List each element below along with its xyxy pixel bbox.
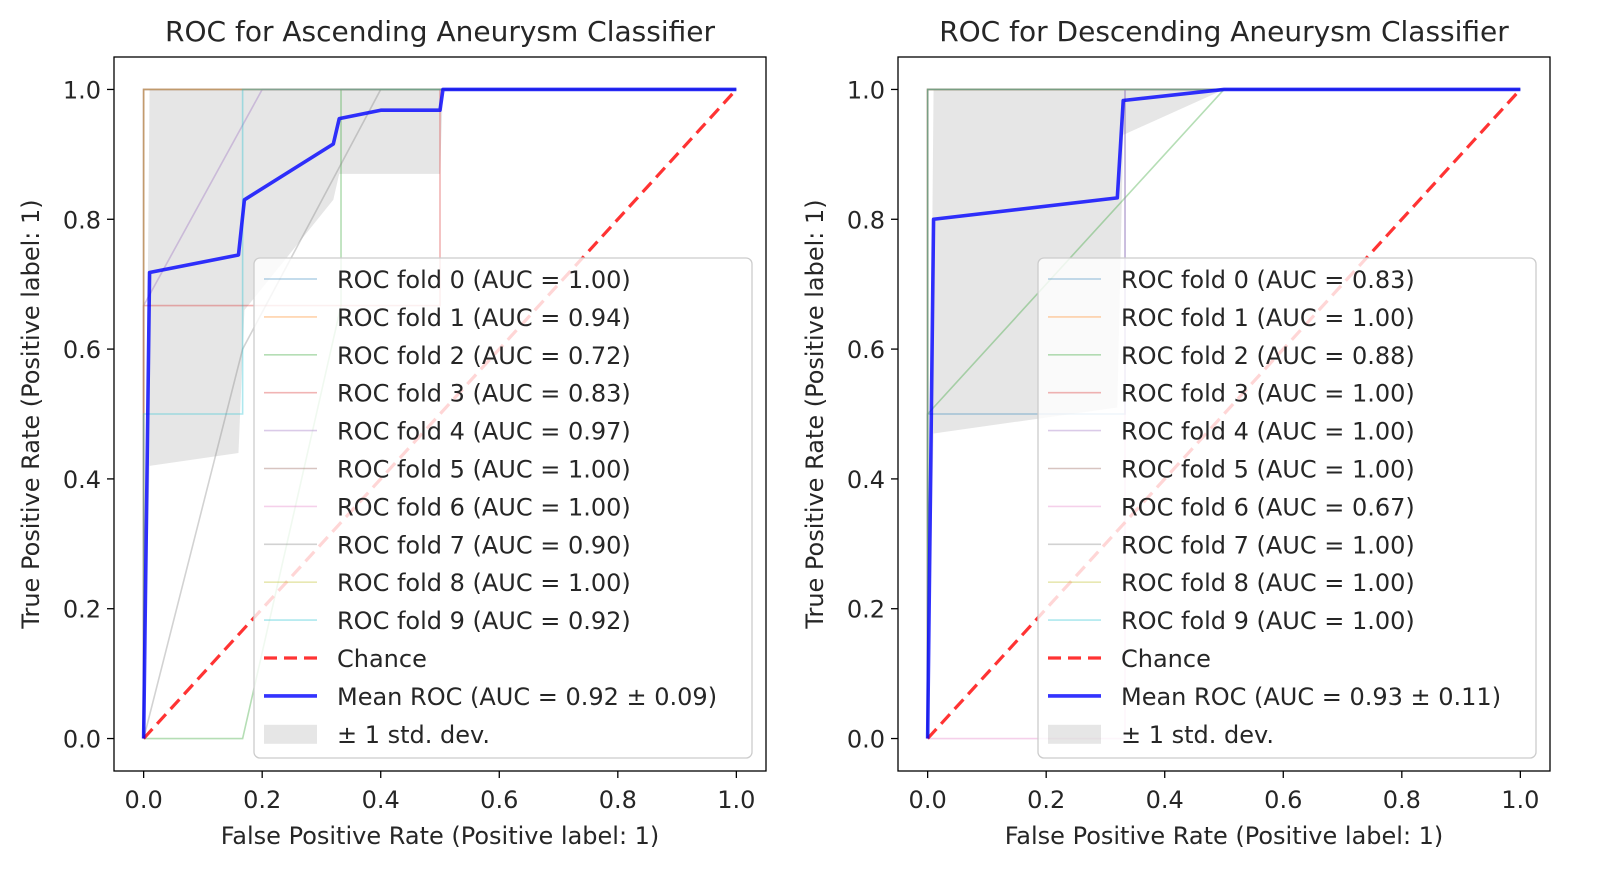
legend-label-fold-8: ROC fold 8 (AUC = 1.00)	[337, 569, 631, 597]
legend-label-fold-0: ROC fold 0 (AUC = 0.83)	[1121, 266, 1415, 294]
mean-roc-line	[141, 87, 737, 739]
x-tick-label: 0.8	[1383, 786, 1421, 814]
y-tick-label: 0.6	[847, 336, 885, 364]
y-tick-label: 0.8	[847, 206, 885, 234]
legend-label-chance: Chance	[337, 645, 427, 673]
x-tick-label: 0.4	[1146, 786, 1184, 814]
legend-label-fold-2: ROC fold 2 (AUC = 0.88)	[1121, 342, 1415, 370]
y-tick-label: 0.4	[847, 466, 885, 494]
legend-label-fold-7: ROC fold 7 (AUC = 1.00)	[1121, 531, 1415, 559]
legend-label-fold-3: ROC fold 3 (AUC = 1.00)	[1121, 380, 1415, 408]
legend-label-fold-3: ROC fold 3 (AUC = 0.83)	[337, 380, 631, 408]
legend: ROC fold 0 (AUC = 0.83) ROC fold 1 (AUC =…	[1037, 257, 1537, 759]
x-tick-label: 0.0	[909, 786, 947, 814]
y-tick-label: 1.0	[63, 76, 101, 104]
legend-label-fold-5: ROC fold 5 (AUC = 1.00)	[337, 456, 631, 484]
legend-label-mean: Mean ROC (AUC = 0.92 ± 0.09)	[337, 683, 717, 711]
legend-label-fold-0: ROC fold 0 (AUC = 1.00)	[337, 266, 631, 294]
plot-area	[141, 87, 738, 740]
legend-label-band: ± 1 std. dev.	[1121, 721, 1274, 749]
y-tick-label: 0.6	[63, 336, 101, 364]
x-tick-label: 1.0	[717, 786, 755, 814]
legend: ROC fold 0 (AUC = 1.00) ROC fold 1 (AUC =…	[253, 257, 753, 759]
legend-box	[1037, 257, 1537, 759]
legend-label-mean: Mean ROC (AUC = 0.93 ± 0.11)	[1121, 683, 1501, 711]
x-axis-label: False Positive Rate (Positive label: 1)	[221, 822, 660, 850]
x-tick-label: 0.4	[362, 786, 400, 814]
y-axis-label: True Positive Rate (Positive label: 1)	[801, 199, 829, 629]
legend-label-fold-6: ROC fold 6 (AUC = 1.00)	[337, 493, 631, 521]
axes-frame	[897, 56, 1551, 772]
legend-label-fold-2: ROC fold 2 (AUC = 0.72)	[337, 342, 631, 370]
chart-title: ROC for Ascending Aneurysm Classifier	[165, 15, 715, 48]
std-band	[143, 89, 737, 739]
x-tick-label: 0.2	[243, 786, 281, 814]
x-axis-label: False Positive Rate (Positive label: 1)	[1005, 822, 1444, 850]
chart-descending: 0.0 0.2 0.4 0.6 0.8 1.0 0.0 0.2 0.4 0.6 0.8 1.0 ROC …	[801, 15, 1551, 850]
legend-label-fold-5: ROC fold 5 (AUC = 1.00)	[1121, 456, 1415, 484]
y-tick-label: 0.0	[847, 726, 885, 754]
legend-label-fold-6: ROC fold 6 (AUC = 0.67)	[1121, 493, 1415, 521]
x-tick-label: 1.0	[1501, 786, 1539, 814]
legend-label-band: ± 1 std. dev.	[337, 721, 490, 749]
legend-label-fold-1: ROC fold 1 (AUC = 1.00)	[1121, 304, 1415, 332]
axes-frame	[113, 56, 767, 772]
x-tick-label: 0.6	[1264, 786, 1302, 814]
legend-handle-band	[264, 724, 317, 744]
chart-title: ROC for Descending Aneurysm Classifier	[939, 15, 1509, 48]
x-tick-label: 0.6	[480, 786, 518, 814]
legend-handle-band	[1048, 724, 1101, 744]
std-band	[927, 89, 1521, 739]
y-tick-label: 0.2	[63, 596, 101, 624]
y-tick-label: 0.0	[63, 726, 101, 754]
x-tick-label: 0.0	[125, 786, 163, 814]
legend-label-fold-1: ROC fold 1 (AUC = 0.94)	[337, 304, 631, 332]
legend-label-fold-9: ROC fold 9 (AUC = 0.92)	[337, 607, 631, 635]
legend-label-fold-4: ROC fold 4 (AUC = 0.97)	[337, 418, 631, 446]
x-tick-label: 0.8	[599, 786, 637, 814]
y-tick-label: 0.8	[63, 206, 101, 234]
y-tick-label: 0.2	[847, 596, 885, 624]
chance-line	[926, 88, 1522, 740]
y-tick-label: 0.4	[63, 466, 101, 494]
legend-label-fold-9: ROC fold 9 (AUC = 1.00)	[1121, 607, 1415, 635]
x-tick-label: 0.2	[1027, 786, 1065, 814]
chance-line	[142, 88, 738, 740]
y-tick-label: 1.0	[847, 76, 885, 104]
legend-label-fold-8: ROC fold 8 (AUC = 1.00)	[1121, 569, 1415, 597]
y-axis-label: True Positive Rate (Positive label: 1)	[17, 199, 45, 629]
legend-label-fold-4: ROC fold 4 (AUC = 1.00)	[1121, 418, 1415, 446]
mean-roc-line	[925, 87, 1521, 739]
legend-label-fold-7: ROC fold 7 (AUC = 0.90)	[337, 531, 631, 559]
legend-box	[253, 257, 753, 759]
roc-fold-9-line	[142, 88, 737, 739]
legend-label-chance: Chance	[1121, 645, 1211, 673]
chart-ascending: 0.0 0.2 0.4 0.6 0.8 1.0 0.0 0.2 0.4 0.6 0.8 1.0 ROC …	[17, 15, 767, 850]
